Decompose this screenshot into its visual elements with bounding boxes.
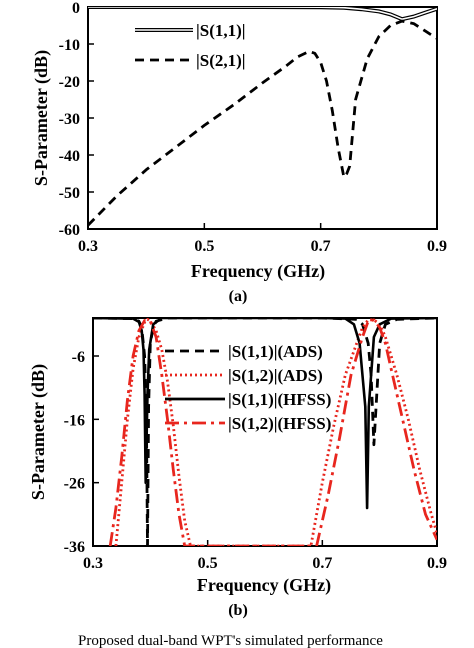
y-tick-label: -30 <box>59 111 80 128</box>
y-tick-label: -6 <box>72 349 85 366</box>
x-tick-label: 0.3 <box>83 555 103 572</box>
y-tick-label: 0 <box>72 0 80 17</box>
panel-label-b: (b) <box>228 602 248 619</box>
series-line-s-1-1-inner <box>88 7 437 21</box>
series-line-s-1-1-hfss <box>93 318 437 510</box>
legend-label: |S(1,1)|(HFSS) <box>228 390 331 409</box>
y-tick-label: -40 <box>59 148 80 165</box>
y-tick-label: -36 <box>64 539 85 556</box>
legend-a: |S(1,1)| |S(2,1)| <box>135 21 246 70</box>
y-tick-label: -16 <box>64 412 85 429</box>
y-tick-label: -20 <box>59 74 80 91</box>
series-line-s-2-1 <box>88 19 437 227</box>
legend-label: |S(1,1)| <box>196 21 246 40</box>
legend-label: |S(2,1)| <box>196 51 246 70</box>
x-tick-label: 0.5 <box>198 555 218 572</box>
series-line-s-1-2-ads <box>114 318 437 546</box>
y-tick-label: -50 <box>59 185 80 202</box>
chart-panel-b: -6 -16 -26 -36 0.3 0.5 0.7 0.9 Frequency (GHz)… <box>28 317 447 619</box>
x-tick-label: 0.9 <box>427 238 447 255</box>
y-tick-label: -26 <box>64 476 85 493</box>
panel-label-a: (a) <box>229 288 248 305</box>
x-tick-label: 0.5 <box>194 238 214 255</box>
plot-area-a <box>87 6 438 230</box>
y-tick-label: -10 <box>59 37 80 54</box>
series-line-s-1-2-hfss <box>108 318 437 546</box>
x-tick-label: 0.3 <box>78 238 98 255</box>
x-tick-label: 0.7 <box>312 555 332 572</box>
figure-caption: Proposed dual-band WPT's simulated perfo… <box>78 633 383 648</box>
x-axis-label-b: Frequency (GHz) <box>197 575 331 596</box>
legend-b: |S(1,1)|(ADS) |S(1,2)|(ADS) |S(1,1)|(HFSS)… <box>165 342 331 433</box>
y-tick-label: -60 <box>59 222 80 239</box>
x-tick-label: 0.9 <box>427 555 447 572</box>
x-axis-label-a: Frequency (GHz) <box>191 261 325 282</box>
legend-label: |S(1,1)|(ADS) <box>228 342 323 361</box>
legend-label: |S(1,2)|(HFSS) <box>228 414 331 433</box>
chart-panel-a: 0 -10 -20 -30 -40 -50 -60 0.3 0.5 0.7 0.9 Frequen… <box>31 0 447 305</box>
y-axis-label-b: S-Parameter (dB) <box>28 364 49 500</box>
x-tick-label: 0.7 <box>311 238 331 255</box>
legend-label: |S(1,2)|(ADS) <box>228 366 323 385</box>
y-axis-label-a: S-Parameter (dB) <box>31 50 52 186</box>
